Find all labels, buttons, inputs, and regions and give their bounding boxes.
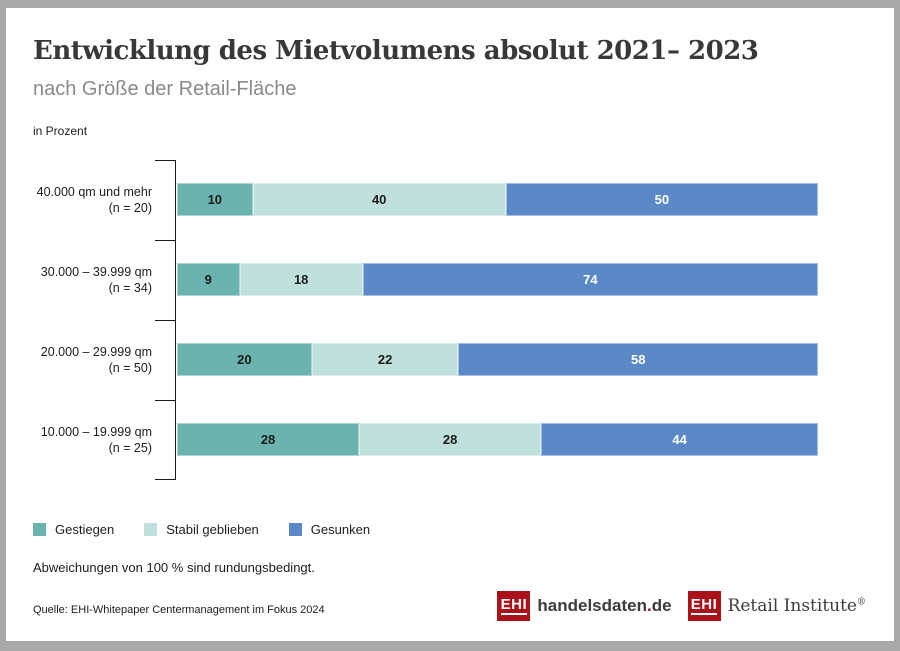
legend-label: Stabil geblieben [166,522,259,537]
category-sample-size: (n = 25) [108,441,152,455]
legend-item: Gesunken [288,522,371,537]
ehi-logo-text: EHI [690,596,718,615]
handelsdaten-dot: . [646,596,652,615]
bar-segment: 50 [505,183,818,216]
category-sample-size: (n = 20) [108,201,152,215]
table-row: 10 40 50 [177,183,818,216]
bar-segment: 58 [458,343,818,376]
page-subtitle: nach Größe der Retail-Fläche [33,78,297,100]
footer-logos: EHI handelsdaten.de EHI Retail Institute… [497,591,866,621]
category-name: 10.000 – 19.999 qm [40,425,152,439]
axis-tick [155,160,175,161]
ehi-logo-text: EHI [500,596,528,615]
axis-tick [155,400,175,401]
retail-institute-name: Retail Institute [727,596,857,616]
legend-label: Gestiegen [55,522,115,537]
bar-segment: 44 [541,423,818,456]
table-row: 28 28 44 [177,423,818,456]
handelsdaten-name: handelsdaten [537,596,647,615]
legend-item: Stabil geblieben [144,522,259,537]
legend-swatch [144,523,158,536]
page-title: Entwicklung des Mietvolumens absolut 202… [33,36,759,66]
legend-label: Gesunken [310,522,371,537]
bar-segment: 74 [362,263,818,296]
source-note: Quelle: EHI-Whitepaper Centermanagement … [33,604,325,616]
retail-institute-wordmark: Retail Institute® [728,596,866,616]
rounding-note: Abweichungen von 100 % sind rundungsbedi… [33,560,315,575]
logo-ehi-retail-institute: EHI Retail Institute® [687,591,866,621]
logo-handelsdaten: EHI handelsdaten.de [497,591,672,621]
axis-tick [155,479,175,480]
legend-item: Gestiegen [33,522,114,537]
bar-segment: 40 [252,183,506,216]
bar-segment: 28 [177,423,360,456]
unit-label: in Prozent [33,124,88,138]
axis-tick [155,240,175,241]
axis-line [175,160,176,480]
handelsdaten-tld: de [651,596,672,615]
stacked-bar-chart: 40.000 qm und mehr (n = 20) 10 40 50 30.000 –… [33,160,819,480]
bar-segment: 22 [311,343,459,376]
table-row: 20 22 58 [177,343,818,376]
bar-segment: 18 [239,263,363,296]
table-row: 9 18 74 [177,263,818,296]
axis-tick [155,320,175,321]
ehi-logo-box: EHI [497,591,531,621]
category-label: 10.000 – 19.999 qm (n = 25) [33,400,152,480]
legend-swatch [288,523,302,536]
bar-segment: 28 [359,423,542,456]
bar-segment: 9 [177,263,240,296]
ehi-logo-box: EHI [687,591,721,621]
category-sample-size: (n = 50) [108,361,152,375]
category-sample-size: (n = 34) [108,281,152,295]
registered-trademark-symbol: ® [857,597,866,608]
category-label: 30.000 – 39.999 qm (n = 34) [33,240,152,320]
category-label: 40.000 qm und mehr (n = 20) [33,160,152,240]
category-name: 20.000 – 29.999 qm [40,345,152,359]
category-label: 20.000 – 29.999 qm (n = 50) [33,320,152,400]
category-name: 30.000 – 39.999 qm [40,265,152,279]
chart-legend: Gestiegen Stabil geblieben Gesunken [33,522,370,537]
bar-segment: 20 [177,343,312,376]
bar-segment: 10 [177,183,253,216]
handelsdaten-wordmark: handelsdaten.de [537,596,671,616]
legend-swatch [33,523,46,536]
category-name: 40.000 qm und mehr [36,185,152,199]
